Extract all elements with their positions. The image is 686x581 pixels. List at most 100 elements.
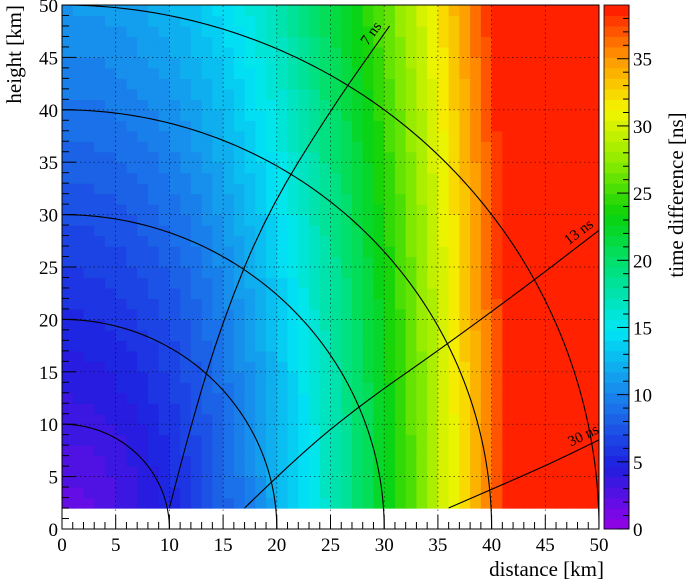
heatmap-cell <box>233 445 246 457</box>
heatmap-cell <box>201 487 213 499</box>
heatmap-cell <box>212 287 224 300</box>
heatmap-cell <box>190 466 203 478</box>
heatmap-cell <box>351 424 364 436</box>
heatmap-cell <box>266 340 278 352</box>
heatmap-cell <box>351 235 364 247</box>
heatmap-cell <box>244 88 256 100</box>
heatmap-cell <box>104 371 117 383</box>
heatmap-cell <box>534 350 546 362</box>
heatmap-cell <box>330 99 342 111</box>
heatmap-cell <box>298 183 310 195</box>
heatmap-cell <box>513 246 525 258</box>
heatmap-cell <box>287 287 299 300</box>
heatmap-cell <box>405 5 418 17</box>
heatmap-cell <box>201 329 213 341</box>
heatmap-cell <box>255 361 267 373</box>
heatmap-cell <box>437 246 450 258</box>
heatmap-cell <box>491 246 503 258</box>
heatmap-cell <box>126 46 138 58</box>
heatmap-cell <box>137 214 149 226</box>
heatmap-cell <box>244 214 256 226</box>
heatmap-cell <box>394 214 407 226</box>
heatmap-cell <box>566 434 579 446</box>
heatmap-cell <box>437 172 450 184</box>
heatmap-cell <box>405 151 418 163</box>
heatmap-cell <box>94 267 106 279</box>
heatmap-cell <box>298 445 310 457</box>
heatmap-cell <box>115 162 128 174</box>
heatmap-cell <box>212 151 224 163</box>
heatmap-cell <box>437 424 450 436</box>
heatmap-cell <box>180 267 192 279</box>
heatmap-cell <box>362 487 375 499</box>
heatmap-cell <box>212 99 224 111</box>
heatmap-cell <box>94 413 106 425</box>
heatmap-cell <box>62 246 74 258</box>
heatmap-cell <box>351 308 364 320</box>
heatmap-cell <box>309 497 321 509</box>
heatmap-cell <box>201 445 213 457</box>
heatmap-cell <box>513 371 525 383</box>
heatmap-cell <box>534 246 546 258</box>
heatmap-cell <box>480 487 493 499</box>
heatmap-cell <box>523 487 536 499</box>
heatmap-cell <box>448 361 460 373</box>
heatmap-cell <box>566 298 579 310</box>
heatmap-cell <box>416 120 428 132</box>
heatmap-cell <box>147 151 160 163</box>
heatmap-cell <box>276 455 289 467</box>
heatmap-cell <box>588 225 599 237</box>
heatmap-cell <box>534 487 546 499</box>
heatmap-cell <box>212 235 224 247</box>
heatmap-cell <box>534 36 546 48</box>
heatmap-cell <box>556 277 568 289</box>
heatmap-cell <box>362 151 375 163</box>
heatmap-cell <box>137 403 149 415</box>
heatmap-cell <box>276 235 289 247</box>
heatmap-cell <box>72 130 85 142</box>
heatmap-cell <box>104 46 117 58</box>
heatmap-cell <box>104 487 117 499</box>
heatmap-cell <box>545 225 557 237</box>
heatmap-cell <box>287 382 299 394</box>
heatmap-cell <box>212 120 224 132</box>
heatmap-cell <box>545 277 557 289</box>
heatmap-cell <box>362 476 375 488</box>
heatmap-cell <box>405 497 418 509</box>
heatmap-cell <box>566 476 579 488</box>
heatmap-cell <box>384 434 396 446</box>
heatmap-cell <box>309 88 321 100</box>
heatmap-cell <box>341 5 353 17</box>
heatmap-cell <box>115 329 128 341</box>
heatmap-cell <box>566 109 579 121</box>
x-tick-label: 15 <box>214 535 233 556</box>
heatmap-cell <box>362 424 375 436</box>
heatmap-cell <box>577 445 589 457</box>
heatmap-cell <box>362 246 375 258</box>
heatmap-cell <box>104 403 117 415</box>
heatmap-cell <box>169 403 181 415</box>
heatmap-cell <box>459 235 471 247</box>
heatmap-cell <box>362 57 375 69</box>
heatmap-cell <box>427 57 439 69</box>
heatmap-cell <box>287 298 299 310</box>
heatmap-cell <box>416 329 428 341</box>
heatmap-cell <box>513 15 525 27</box>
heatmap-cell <box>448 392 460 404</box>
heatmap-cell <box>351 25 364 38</box>
heatmap-cell <box>62 329 74 341</box>
heatmap-cell <box>158 183 170 195</box>
heatmap-cell <box>169 455 181 467</box>
heatmap-cell <box>577 298 589 310</box>
heatmap-cell <box>416 193 428 205</box>
heatmap-cell <box>459 413 471 425</box>
heatmap-cell <box>169 204 181 216</box>
heatmap-cell <box>491 25 503 38</box>
heatmap-cell <box>513 141 525 153</box>
heatmap-cell <box>427 361 439 373</box>
heatmap-cell <box>94 193 106 205</box>
heatmap-cell <box>266 455 278 467</box>
heatmap-cell <box>577 277 589 289</box>
heatmap-cell <box>427 382 439 394</box>
heatmap-cell <box>212 424 224 436</box>
